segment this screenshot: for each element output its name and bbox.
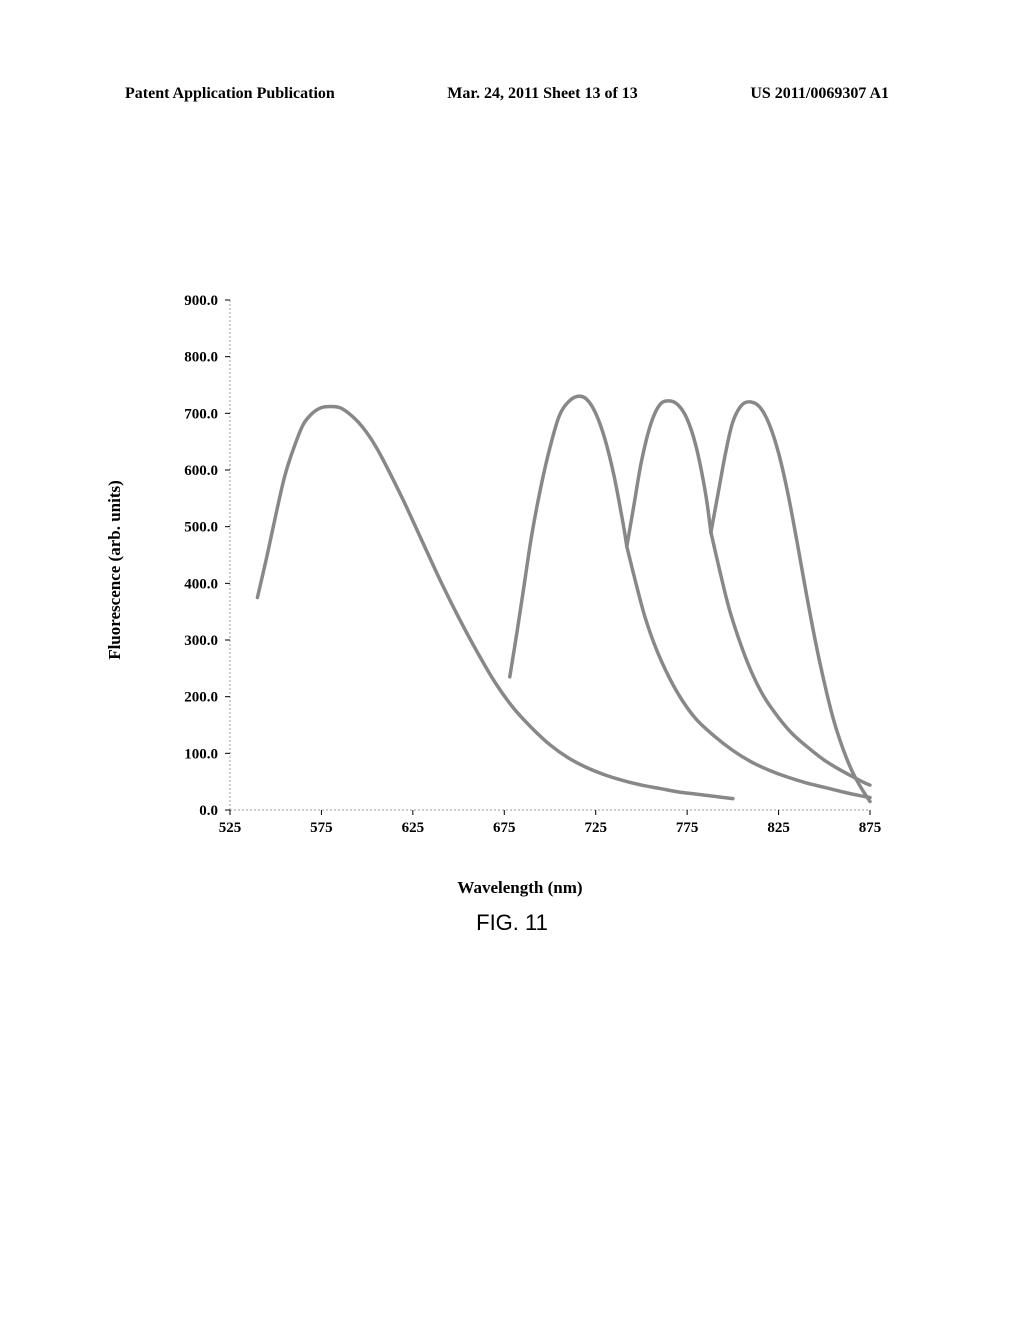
svg-text:300.0: 300.0 [184, 633, 218, 649]
svg-text:700.0: 700.0 [184, 406, 218, 422]
svg-text:0.0: 0.0 [199, 803, 218, 819]
svg-text:200.0: 200.0 [184, 690, 218, 706]
svg-text:400.0: 400.0 [184, 576, 218, 592]
svg-text:675: 675 [493, 820, 516, 836]
header-right: US 2011/0069307 A1 [750, 85, 889, 103]
svg-text:900.0: 900.0 [184, 293, 218, 309]
fluorescence-chart: Fluorescence (arb. units) Wavelength (nm… [160, 300, 880, 840]
x-axis-label: Wavelength (nm) [457, 878, 582, 898]
svg-text:875: 875 [859, 820, 882, 836]
svg-text:525: 525 [219, 820, 242, 836]
y-axis-label: Fluorescence (arb. units) [105, 480, 125, 660]
svg-text:775: 775 [676, 820, 699, 836]
page-header: Patent Application Publication Mar. 24, … [0, 85, 1024, 103]
header-left: Patent Application Publication [125, 85, 335, 103]
svg-text:625: 625 [402, 820, 425, 836]
svg-text:800.0: 800.0 [184, 350, 218, 366]
svg-text:575: 575 [310, 820, 333, 836]
plot-area: 0.0100.0200.0300.0400.0500.0600.0700.080… [230, 300, 870, 810]
header-center: Mar. 24, 2011 Sheet 13 of 13 [447, 85, 638, 103]
svg-text:825: 825 [767, 820, 790, 836]
svg-text:725: 725 [584, 820, 607, 836]
svg-text:500.0: 500.0 [184, 520, 218, 536]
svg-text:600.0: 600.0 [184, 463, 218, 479]
svg-text:100.0: 100.0 [184, 746, 218, 762]
figure-caption: FIG. 11 [476, 910, 548, 936]
